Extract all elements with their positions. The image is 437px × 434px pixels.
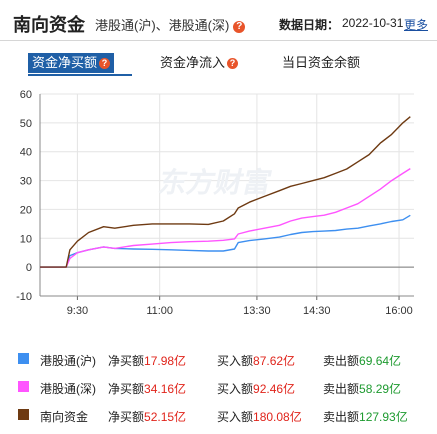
question-icon[interactable]: ? [99,58,111,70]
y-tick-label: 20 [20,204,32,216]
x-tick-label: 14:30 [303,305,331,317]
legend-net: 净买额34.16亿 [108,380,186,397]
legend-buy: 买入额87.62亿 [217,352,295,369]
x-tick-label: 9:30 [67,305,88,317]
tab-net-buy-label: 资金净买额 [32,55,98,70]
legend-swatch [18,381,29,392]
date-label: 数据日期： [279,18,340,32]
tab-underline [28,74,132,76]
legend-name: 港股通(深) [40,382,96,396]
series-line-2 [40,168,411,268]
legend-net: 净买额17.98亿 [108,352,186,369]
subtitle: 港股通(沪)、港股通(深)? [95,15,246,34]
legend-row: 港股通(深) 净买额34.16亿 买入额92.46亿 卖出额58.29亿 [0,378,437,398]
legend-sell: 卖出额69.64亿 [323,352,401,369]
header: 南向资金 港股通(沪)、港股通(深)? 数据日期： 2022-10-31 更多 [0,0,437,42]
buy-label: 买入额 [217,410,254,424]
tab-net-inflow-label: 资金净流入 [160,55,226,70]
y-tick-label: 50 [20,118,32,130]
legend-row: 南向资金 净买额52.15亿 买入额180.08亿 卖出额127.93亿 [0,406,437,426]
net-value: 52.15亿 [144,410,187,424]
net-label: 净买额 [108,410,145,424]
net-label: 净买额 [108,382,145,396]
sell-label: 卖出额 [323,354,360,368]
series-line-1 [40,214,411,268]
y-tick-label: 30 [20,176,32,188]
tab-net-inflow[interactable]: 资金净流入? [160,53,239,73]
buy-label: 买入额 [217,382,254,396]
y-tick-label: 10 [20,233,32,245]
x-tick-label: 13:30 [243,305,271,317]
tab-daily-balance[interactable]: 当日资金余额 [282,53,360,73]
sell-value: 127.93亿 [359,410,408,424]
sell-value: 69.64亿 [359,354,402,368]
legend-net: 净买额52.15亿 [108,408,186,425]
y-tick-label: 40 [20,147,32,159]
legend-row: 港股通(沪) 净买额17.98亿 买入额87.62亿 卖出额69.64亿 [0,350,437,370]
x-tick-label: 16:00 [385,305,413,317]
x-tick-label: 11:00 [146,305,173,317]
y-tick-label: 0 [26,262,32,274]
legend-name: 南向资金 [40,410,89,424]
subtitle-text: 港股通(沪)、港股通(深) [95,18,230,33]
tab-net-buy[interactable]: 资金净买额? [28,53,115,73]
legend-buy: 买入额92.46亿 [217,380,295,397]
buy-value: 87.62亿 [253,354,296,368]
sell-label: 卖出额 [323,410,360,424]
tab-daily-balance-label: 当日资金余额 [282,55,361,70]
legend-buy: 买入额180.08亿 [217,408,302,425]
buy-value: 92.46亿 [253,382,296,396]
y-tick-label: -10 [16,291,32,303]
net-value: 17.98亿 [144,354,187,368]
legend-swatch [18,409,29,420]
net-label: 净买额 [108,354,145,368]
series-line-3 [40,116,411,268]
watermark-logo: 东方财富 [156,166,275,198]
question-icon[interactable]: ? [227,58,239,70]
question-icon[interactable]: ? [233,20,246,33]
legend-name: 港股通(沪) [40,354,96,368]
sell-value: 58.29亿 [359,382,402,396]
legend-swatch [18,353,29,364]
date-value: 2022-10-31 [342,16,404,30]
legend-sell: 卖出额58.29亿 [323,380,401,397]
buy-label: 买入额 [217,354,254,368]
y-tick-label: 60 [20,89,32,101]
chart-area: -10 0 10 20 30 40 50 60 9:30 11:00 13:30 14:30 16:00… [0,80,437,320]
header-divider [0,40,437,41]
net-value: 34.16亿 [144,382,187,396]
sell-label: 卖出额 [323,382,360,396]
more-link[interactable]: 更多 [404,18,429,32]
page-title: 南向资金 [13,15,85,35]
line-chart: -10 0 10 20 30 40 50 60 9:30 11:00 13:30 14:30 16:00… [16,89,414,317]
buy-value: 180.08亿 [253,410,302,424]
legend-sell: 卖出额127.93亿 [323,408,408,425]
